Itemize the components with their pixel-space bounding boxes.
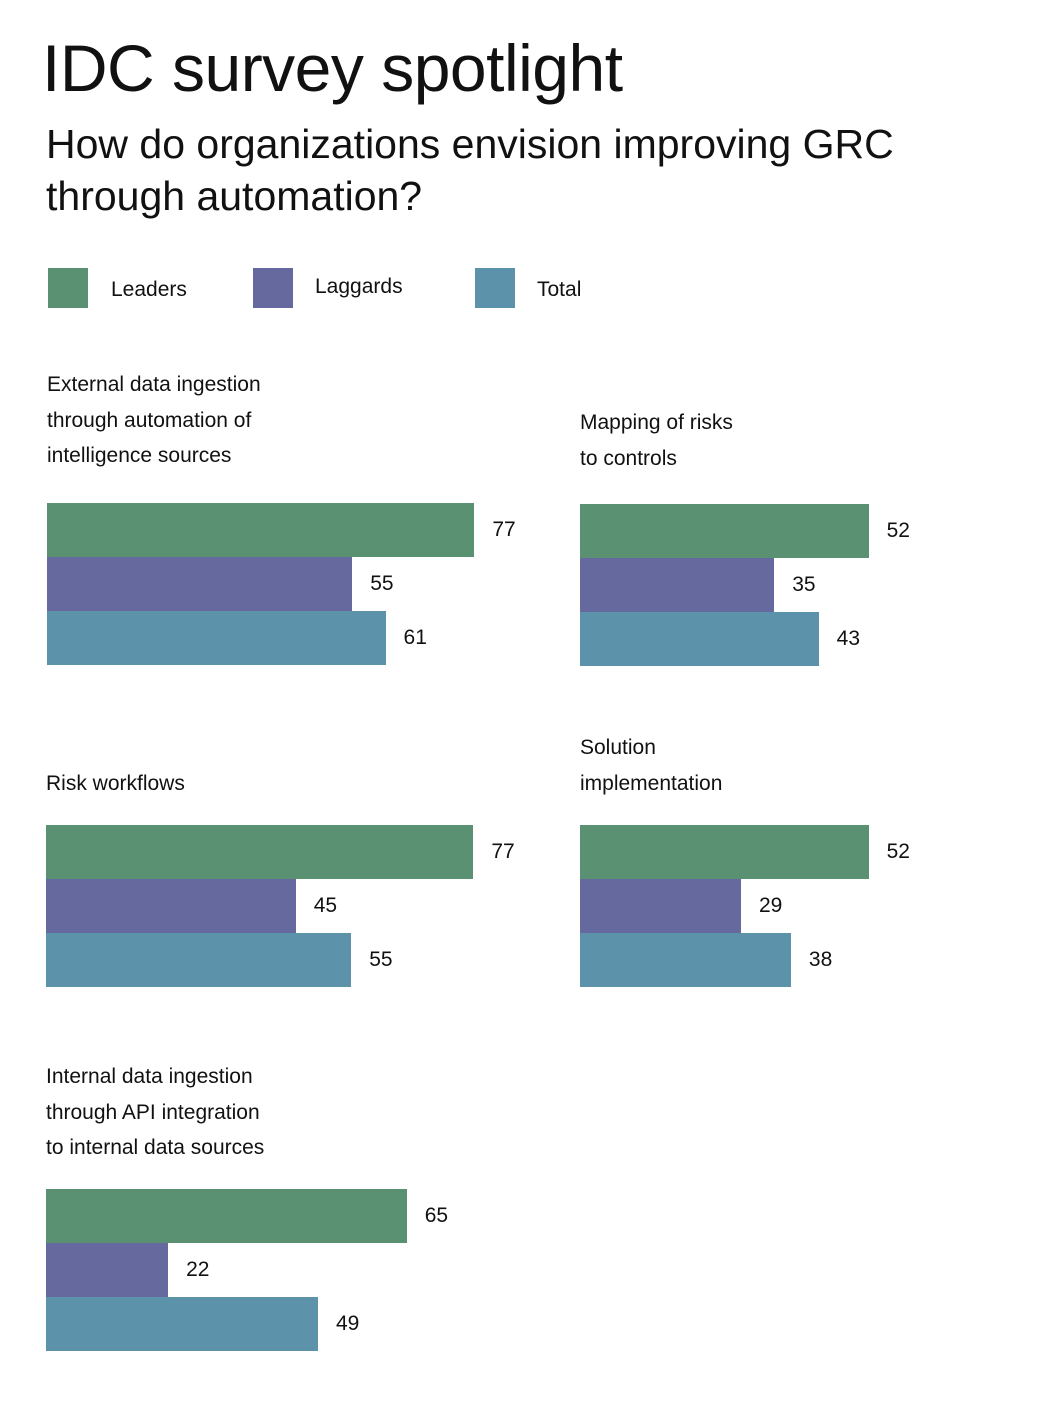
chart-title-line: Internal data ingestion [46, 1065, 253, 1088]
chart-title-line: to internal data sources [46, 1136, 265, 1159]
legend-swatch-total [475, 268, 515, 308]
data-label: 52 [886, 519, 910, 542]
data-label: 77 [491, 840, 515, 863]
data-label: 43 [836, 627, 860, 650]
data-label: 55 [369, 948, 393, 971]
bar-laggards [580, 879, 741, 933]
chart-title-line: through API integration [46, 1100, 260, 1124]
data-label: 49 [335, 1312, 360, 1335]
bar-laggards [47, 557, 353, 611]
bar-laggards [46, 879, 296, 933]
bar-total [46, 1297, 318, 1351]
legend-swatch-leaders [48, 268, 88, 308]
chart-title-line: Risk workflows [46, 772, 185, 795]
data-label: 77 [492, 518, 516, 541]
bar-leaders [580, 825, 869, 879]
bar-total [580, 933, 791, 987]
data-label: 38 [808, 948, 833, 971]
chart-title-line: to controls [580, 446, 677, 470]
data-label: 65 [424, 1204, 449, 1227]
chart-title-line: External data ingestion [47, 373, 261, 396]
bar-leaders [46, 825, 474, 879]
chart-title-line: through automation of [47, 408, 252, 432]
chart-title-line: intelligence sources [47, 444, 232, 467]
data-label: 29 [758, 894, 783, 917]
data-label: 61 [403, 626, 427, 649]
data-label: 52 [886, 840, 910, 863]
data-label: 35 [792, 573, 816, 596]
bar-laggards [46, 1243, 169, 1297]
page-subtitle: How do organizations envision improving … [46, 121, 894, 219]
chart-title-line: Solution [580, 736, 656, 759]
data-label: 22 [186, 1258, 210, 1281]
chart-title-line: implementation [580, 771, 723, 795]
bar-total [47, 611, 386, 665]
legend-label-leaders: Leaders [111, 278, 187, 301]
page-title: IDC survey spotlight [42, 31, 623, 105]
legend-swatch-laggards [253, 268, 293, 308]
bar-leaders [580, 504, 869, 558]
bar-laggards [580, 558, 775, 612]
bar-total [580, 612, 819, 666]
legend-label-total: Total [537, 278, 582, 301]
bar-leaders [46, 1189, 407, 1243]
chart-title-line: Mapping of risks [580, 411, 733, 434]
legend-label-laggards: Laggards [315, 275, 403, 298]
bar-leaders [47, 503, 475, 557]
bar-total [46, 933, 352, 987]
data-label: 55 [370, 572, 394, 595]
data-label: 45 [313, 894, 338, 917]
